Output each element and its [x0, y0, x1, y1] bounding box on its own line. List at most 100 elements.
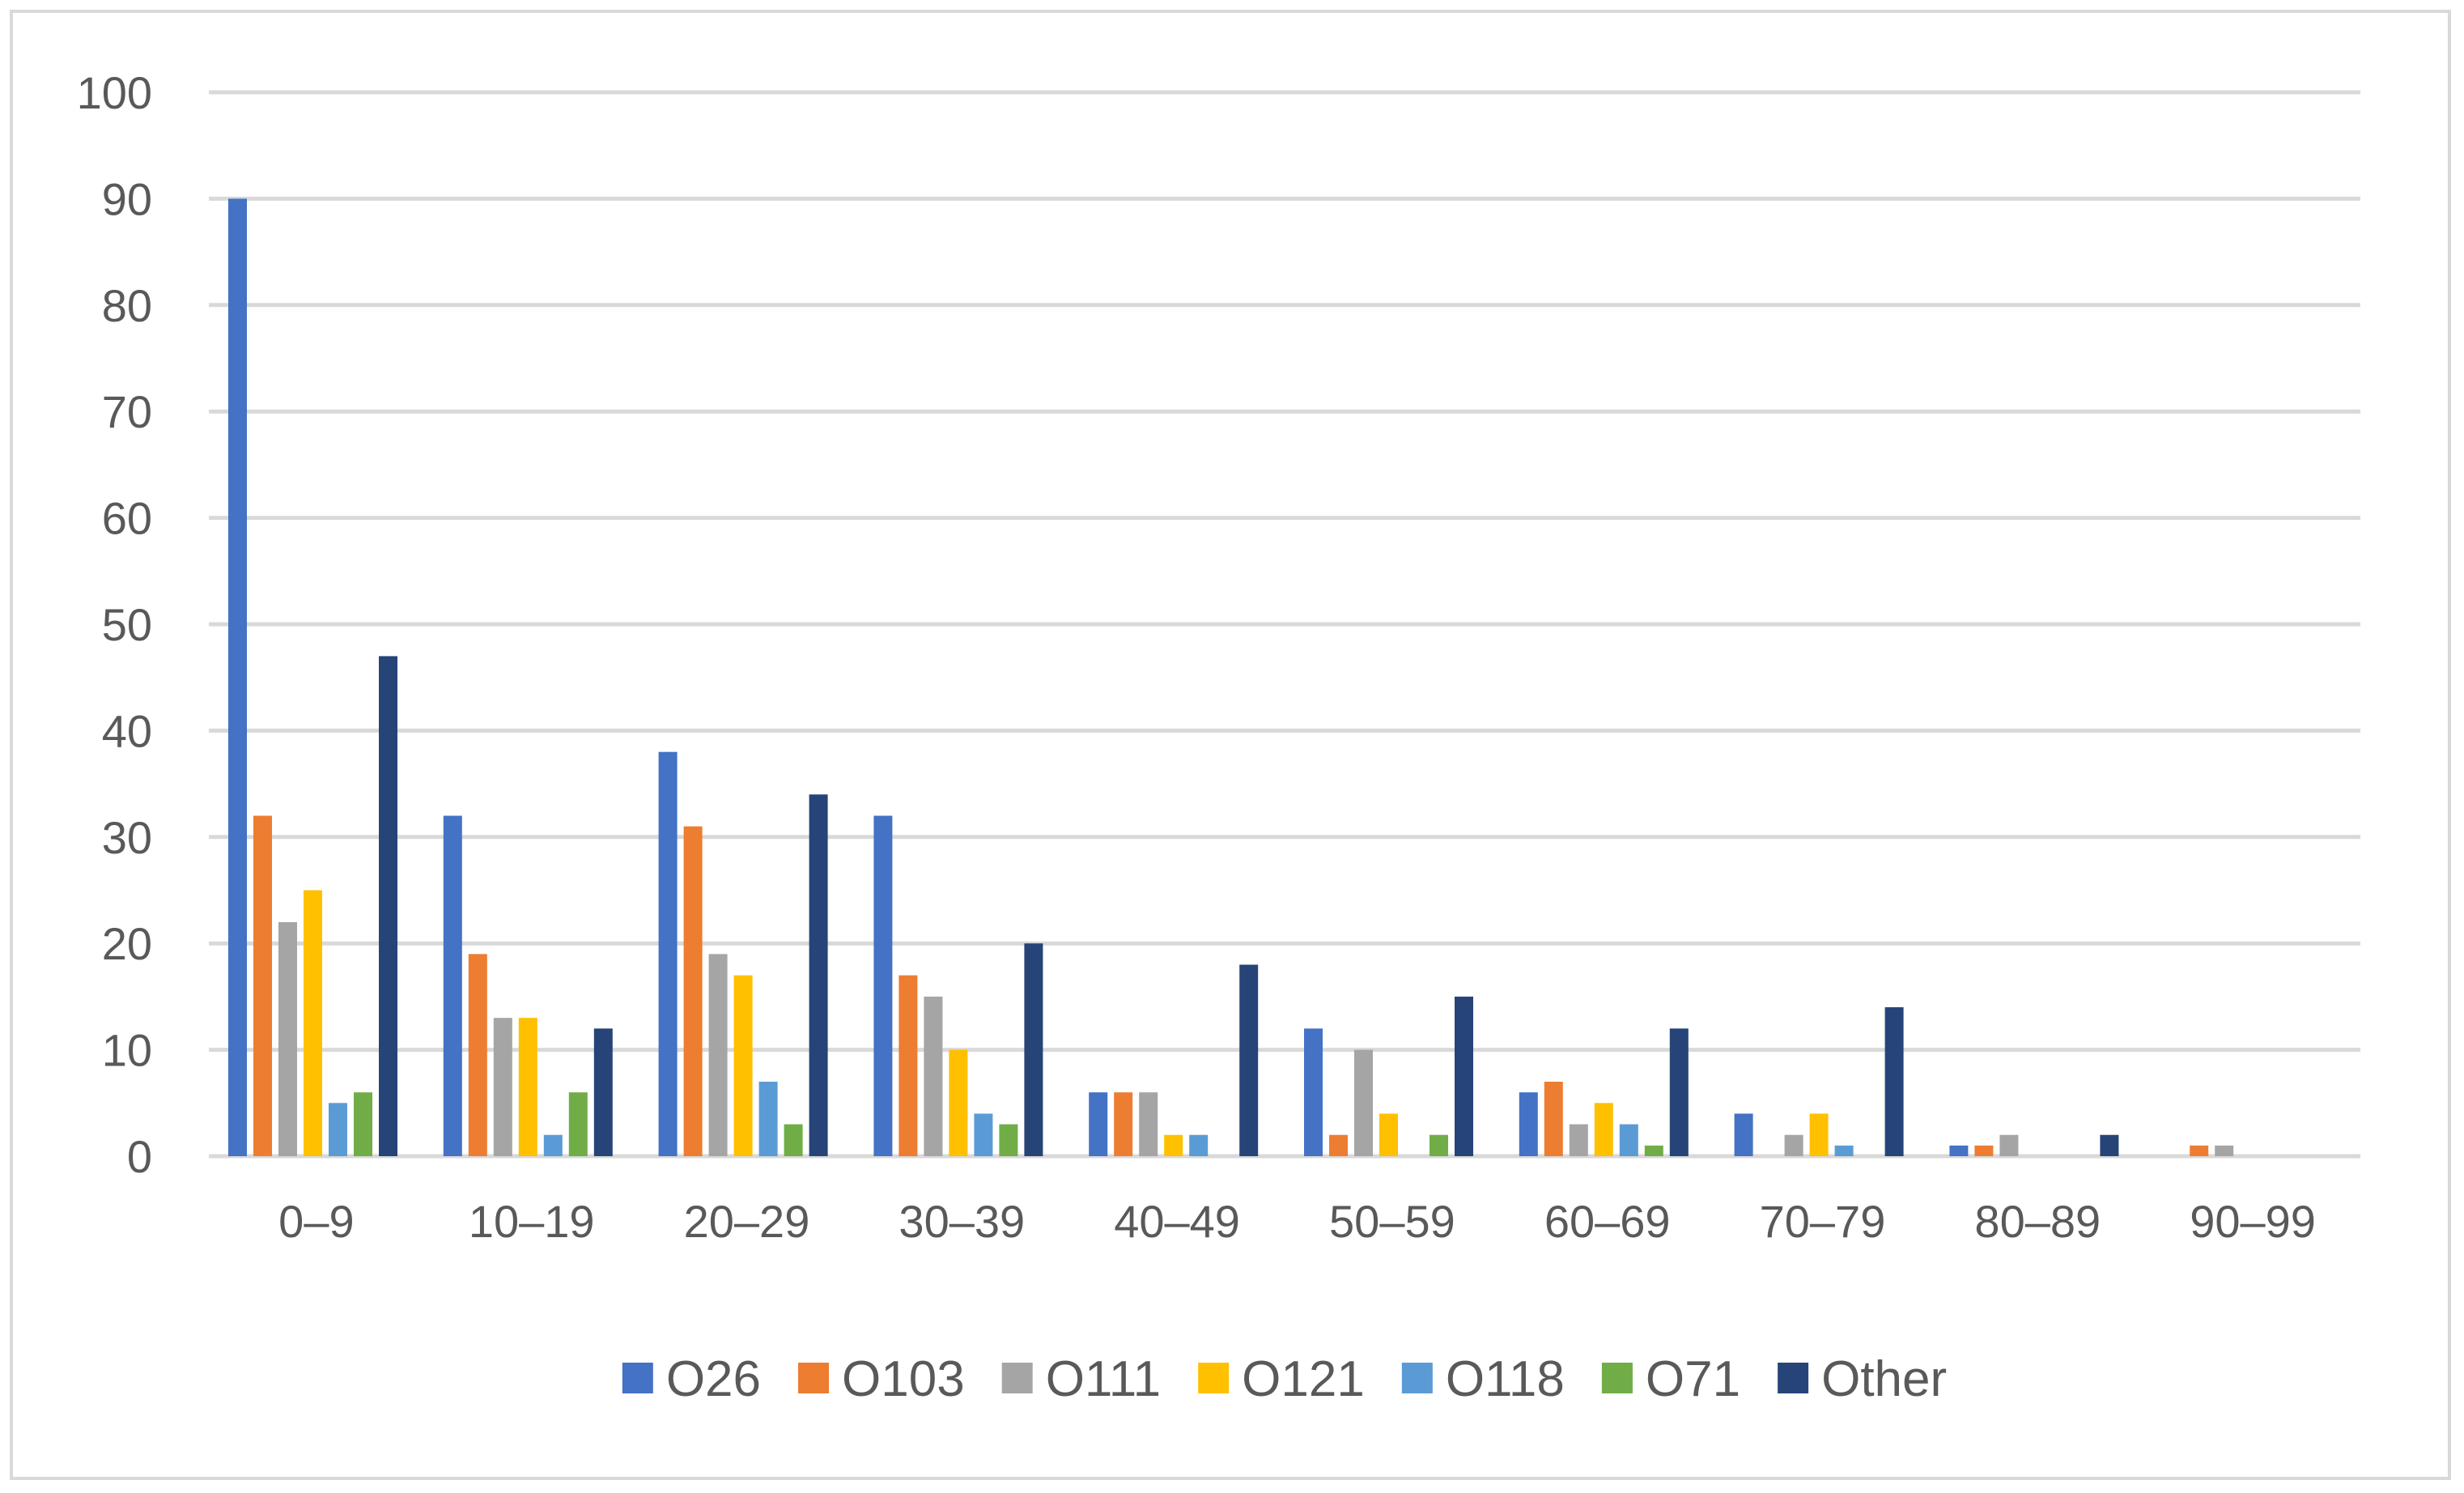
y-tick-label: 50 — [102, 599, 152, 650]
legend-item-o26: O26 — [622, 1351, 761, 1407]
legend-swatch — [1401, 1363, 1433, 1393]
bar-o121-5 — [1379, 1113, 1398, 1156]
bar-o111-2 — [708, 954, 728, 1156]
x-tick-label: 40–49 — [1114, 1196, 1240, 1247]
legend-swatch — [1601, 1363, 1633, 1393]
bar-o103-4 — [1114, 1092, 1133, 1156]
y-axis-ticks: 0 10 20 30 40 50 60 70 80 90 100 — [77, 67, 152, 1182]
x-tick-label: 20–29 — [684, 1196, 810, 1247]
bar-o121-6 — [1594, 1103, 1613, 1156]
legend-label: O26 — [666, 1351, 761, 1407]
bar-o118-6 — [1619, 1124, 1638, 1156]
legend-item-o71: O71 — [1601, 1351, 1740, 1407]
bar-o118-1 — [543, 1134, 563, 1156]
bar-o121-3 — [949, 1049, 968, 1156]
bar-o121-7 — [1809, 1113, 1829, 1156]
bar-o111-3 — [924, 996, 943, 1156]
bar-o121-2 — [733, 975, 753, 1156]
x-tick-label: 50–59 — [1329, 1196, 1455, 1247]
bar-chart: 0 10 20 30 40 50 60 70 80 90 100 0–9 10–19 20–29 30–3… — [77, 67, 2360, 1407]
bar-o111-9 — [2215, 1145, 2234, 1156]
x-tick-label: 30–39 — [899, 1196, 1025, 1247]
bar-other-0 — [379, 656, 397, 1156]
legend-item-o103: O103 — [798, 1351, 965, 1407]
x-tick-label: 10–19 — [469, 1196, 595, 1247]
bar-other-1 — [593, 1028, 613, 1156]
bar-o103-5 — [1329, 1134, 1348, 1156]
legend-label: O121 — [1242, 1351, 1365, 1407]
bar-o26-1 — [443, 815, 462, 1156]
bar-other-8 — [2100, 1134, 2119, 1156]
x-tick-label: 80–89 — [1974, 1196, 2101, 1247]
x-tick-label: 90–99 — [2190, 1196, 2316, 1247]
y-tick-label: 0 — [127, 1131, 152, 1182]
legend-item-o111: O111 — [1001, 1351, 1161, 1407]
bar-o111-6 — [1569, 1124, 1588, 1156]
bar-other-3 — [1024, 943, 1043, 1156]
bar-o121-1 — [518, 1018, 537, 1156]
bar-o26-8 — [1949, 1145, 1969, 1156]
legend-swatch — [622, 1363, 653, 1393]
bar-o26-3 — [873, 815, 893, 1156]
legend-label: Other — [1821, 1351, 1947, 1407]
bar-other-6 — [1669, 1028, 1689, 1156]
x-tick-label: 60–69 — [1544, 1196, 1671, 1247]
y-tick-label: 30 — [102, 812, 152, 863]
bar-o111-0 — [278, 921, 297, 1156]
legend-item-o118: O118 — [1401, 1351, 1565, 1407]
bar-o26-0 — [228, 198, 247, 1156]
bar-o26-5 — [1304, 1028, 1323, 1156]
legend-swatch — [1001, 1363, 1033, 1393]
bar-o111-8 — [1999, 1134, 2019, 1156]
bar-o26-4 — [1089, 1092, 1108, 1156]
bar-o103-8 — [1974, 1145, 1994, 1156]
bar-o103-6 — [1544, 1082, 1563, 1156]
bar-o121-4 — [1164, 1134, 1183, 1156]
y-tick-label: 20 — [102, 918, 152, 969]
y-tick-label: 80 — [102, 280, 152, 331]
x-tick-label: 0–9 — [278, 1196, 354, 1247]
bar-o26-2 — [658, 751, 678, 1156]
legend-item-other: Other — [1778, 1351, 1947, 1407]
legend-label: O71 — [1646, 1351, 1740, 1407]
bar-o121-0 — [304, 890, 322, 1156]
bar-o111-1 — [493, 1018, 512, 1156]
bar-o103-3 — [899, 975, 918, 1156]
bar-other-2 — [809, 794, 828, 1156]
bar-o71-0 — [354, 1092, 372, 1156]
bar-o118-3 — [974, 1113, 993, 1156]
bar-o71-3 — [999, 1124, 1018, 1156]
bar-o71-1 — [568, 1092, 588, 1156]
bar-o118-4 — [1189, 1134, 1209, 1156]
bar-o71-5 — [1430, 1134, 1448, 1156]
bar-o103-0 — [253, 815, 272, 1156]
bar-o118-2 — [758, 1082, 778, 1156]
y-tick-label: 60 — [102, 493, 152, 544]
gridlines — [209, 90, 2360, 1159]
bar-o26-6 — [1519, 1092, 1538, 1156]
legend-item-o121: O121 — [1198, 1351, 1365, 1407]
bars — [228, 198, 2234, 1156]
bar-o71-2 — [784, 1124, 803, 1156]
bar-o103-9 — [2190, 1145, 2209, 1156]
bar-o111-7 — [1784, 1134, 1803, 1156]
bar-o26-7 — [1734, 1113, 1753, 1156]
legend: O26 O103 O111 O121 O118 O71 Other — [622, 1351, 1947, 1407]
x-axis-ticks: 0–9 10–19 20–29 30–39 40–49 50–59 60–69 70–79 80… — [278, 1196, 2316, 1247]
bar-o71-6 — [1644, 1145, 1663, 1156]
bar-o103-1 — [468, 954, 487, 1156]
legend-label: O111 — [1046, 1351, 1161, 1407]
bar-o103-2 — [683, 826, 703, 1156]
y-tick-label: 70 — [102, 386, 152, 437]
legend-swatch — [1198, 1363, 1230, 1393]
bar-o118-0 — [329, 1103, 347, 1156]
bar-other-7 — [1884, 1007, 1904, 1156]
bar-other-5 — [1455, 996, 1473, 1156]
bar-o118-7 — [1834, 1145, 1854, 1156]
legend-label: O103 — [842, 1351, 965, 1407]
x-tick-label: 70–79 — [1760, 1196, 1886, 1247]
chart-frame: 0 10 20 30 40 50 60 70 80 90 100 0–9 10–19 20–29 30–3… — [10, 10, 2451, 1480]
legend-swatch — [798, 1363, 830, 1393]
bar-other-4 — [1239, 964, 1259, 1156]
legend-label: O118 — [1446, 1351, 1565, 1407]
